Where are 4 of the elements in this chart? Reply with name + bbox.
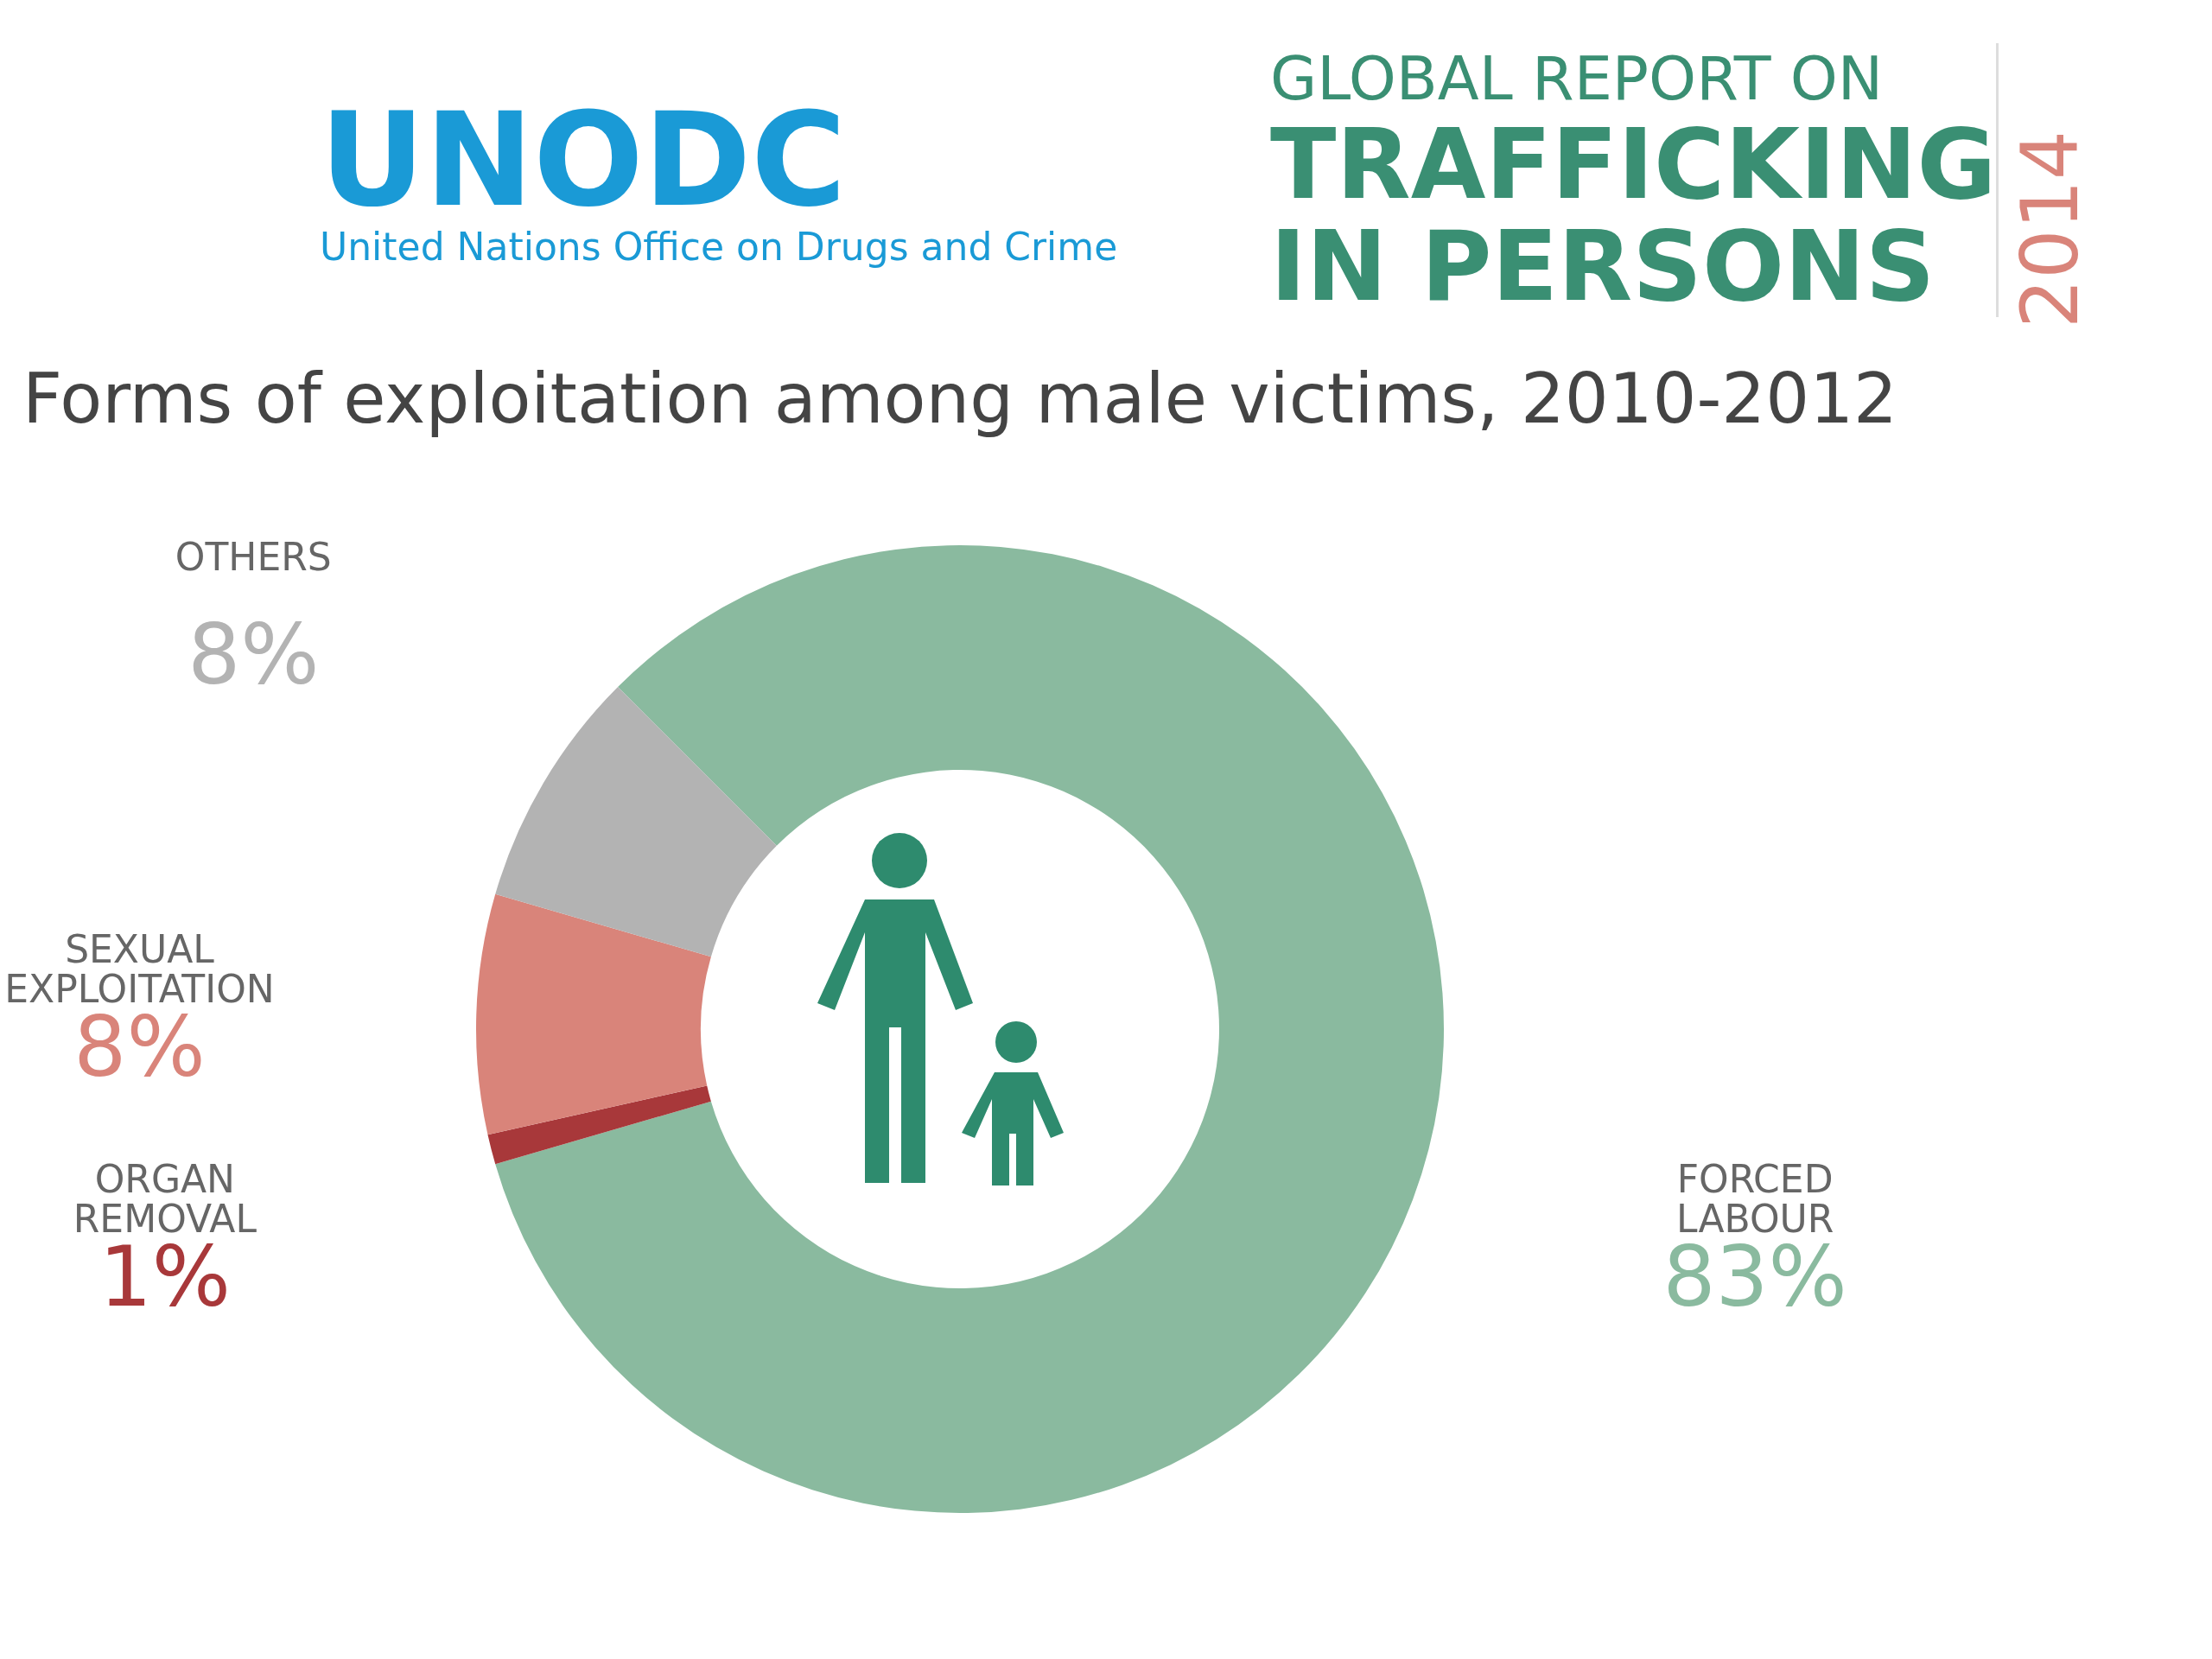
- data-label: 8%: [188, 607, 320, 704]
- slice-label: OTHERS: [175, 535, 332, 580]
- text: 2014: [2005, 130, 2095, 328]
- chart-title: Forms of exploitation among male victims, 2010-2012: [22, 359, 1897, 439]
